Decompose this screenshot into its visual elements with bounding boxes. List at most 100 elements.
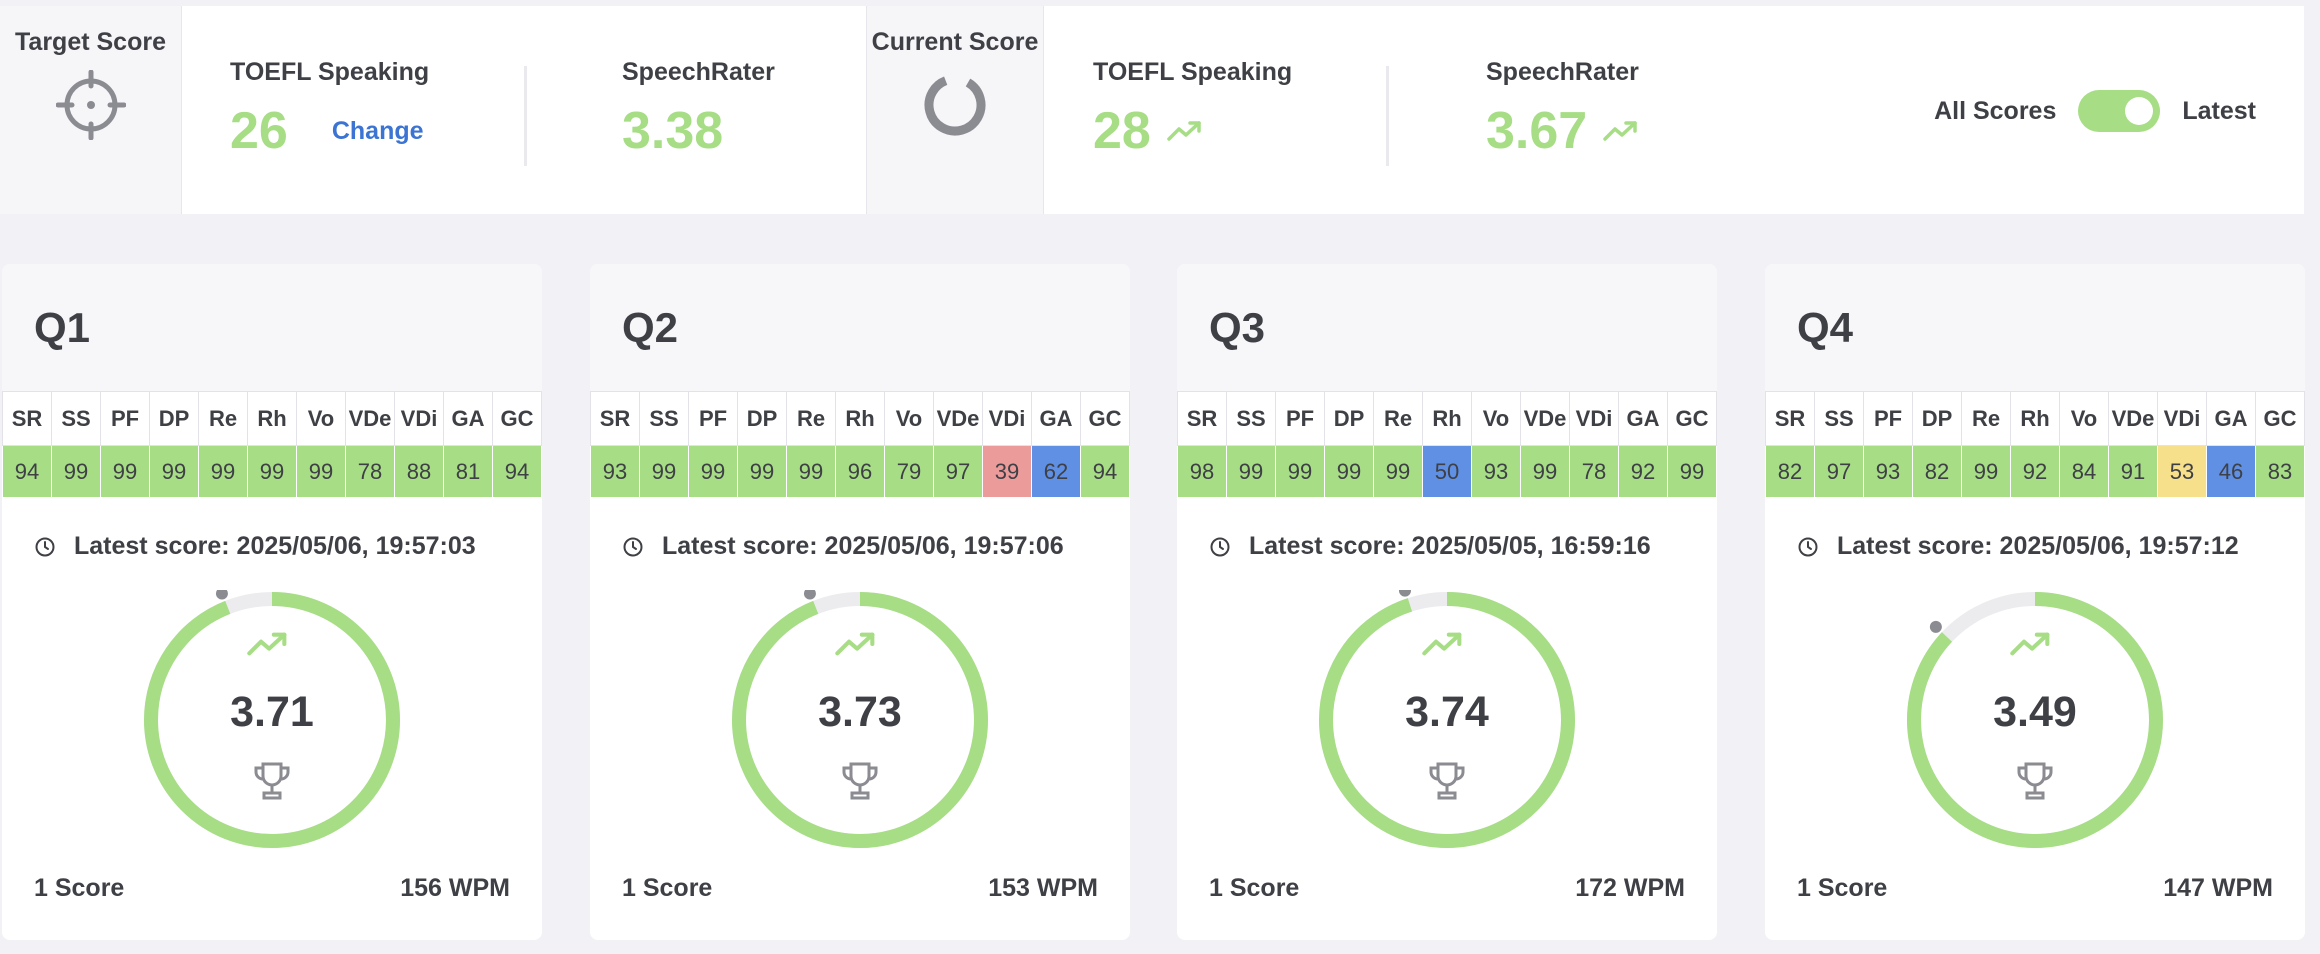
- current-speechrater-value: 3.67: [1486, 102, 1588, 160]
- metric-header: SR: [590, 391, 640, 446]
- metric-header: VDe: [345, 391, 395, 446]
- score-ring: 3.73: [730, 587, 990, 850]
- score-count: 1 Score: [34, 874, 125, 902]
- metric-value: 99: [786, 445, 836, 498]
- current-toefl-label: TOEFL Speaking: [1093, 58, 1293, 86]
- metric-header: SS: [1814, 391, 1864, 446]
- speechrater-score: 3.71: [230, 688, 314, 736]
- metric-value: 93: [1863, 445, 1913, 498]
- latest-score-text: Latest score: 2025/05/06, 19:57:06: [662, 532, 1064, 560]
- question-card: Q1 SR SS PF DP Re Rh Vo VDe VDi GA GC 94 99 99 99 99 99 99…: [2, 264, 542, 940]
- metric-value: 99: [1961, 445, 2011, 498]
- metric-value: 39: [982, 445, 1032, 498]
- metric-header: DP: [737, 391, 787, 446]
- metric-value: 99: [1275, 445, 1325, 498]
- latest-score-text: Latest score: 2025/05/06, 19:57:12: [1837, 532, 2239, 560]
- metric-value: 99: [198, 445, 248, 498]
- question-title: Q2: [590, 264, 1130, 391]
- metric-header: VDe: [933, 391, 983, 446]
- score-ring-progress: [1907, 592, 2163, 848]
- metric-value: 97: [933, 445, 983, 498]
- metric-header: SR: [1765, 391, 1815, 446]
- toggle-knob: [2125, 97, 2154, 125]
- metric-value: 99: [1520, 445, 1570, 498]
- latest-label[interactable]: Latest: [2182, 96, 2256, 125]
- metric-header: SS: [51, 391, 101, 446]
- metric-value: 99: [688, 445, 738, 498]
- trophy-icon: [1429, 762, 1465, 800]
- question-card: Q3 SR SS PF DP Re Rh Vo VDe VDi GA GC 98 99 99 99 99 50 93…: [1177, 264, 1717, 940]
- metric-value: 97: [1814, 445, 1864, 498]
- metric-value: 92: [2010, 445, 2060, 498]
- trending-up-icon: [1422, 632, 1462, 656]
- score-count: 1 Score: [1209, 874, 1300, 902]
- change-target-button[interactable]: Change: [331, 116, 424, 145]
- words-per-minute: 172 WPM: [1575, 874, 1685, 902]
- target-score-label: Target Score: [15, 28, 166, 56]
- metric-header: Rh: [1422, 391, 1472, 446]
- metric-value: 99: [1373, 445, 1423, 498]
- metric-header: Vo: [1471, 391, 1521, 446]
- question-card: Q2 SR SS PF DP Re Rh Vo VDe VDi GA GC 93 99 99 99 99 96 79…: [590, 264, 1130, 940]
- latest-score-text: Latest score: 2025/05/05, 16:59:16: [1249, 532, 1651, 560]
- metric-header: GA: [443, 391, 493, 446]
- metric-value: 46: [2206, 445, 2256, 498]
- current-score-section: Current Score: [866, 6, 1044, 214]
- metric-header: VDe: [1520, 391, 1570, 446]
- divider: [1386, 66, 1389, 166]
- score-ring-marker: [1398, 584, 1411, 597]
- metric-header: SS: [1226, 391, 1276, 446]
- trending-up-icon: [1603, 121, 1637, 141]
- score-ring: 3.49: [1905, 590, 2165, 850]
- metric-header: VDe: [2108, 391, 2158, 446]
- metric-value: 88: [394, 445, 444, 498]
- metric-value: 79: [884, 445, 934, 498]
- metric-header: DP: [149, 391, 199, 446]
- target-toefl-value: 26: [230, 102, 288, 160]
- all-scores-label[interactable]: All Scores: [1934, 96, 2057, 125]
- target-speechrater-metric: SpeechRater 3.38: [622, 58, 775, 161]
- metric-header: Rh: [835, 391, 885, 446]
- metric-value: 93: [590, 445, 640, 498]
- metric-value: 99: [51, 445, 101, 498]
- question-card: Q4 SR SS PF DP Re Rh Vo VDe VDi GA GC 82 97 93 82 99 92 84…: [1765, 264, 2305, 940]
- metric-header: GA: [1618, 391, 1668, 446]
- metric-header: Vo: [2059, 391, 2109, 446]
- target-toefl-label: TOEFL Speaking: [230, 58, 430, 86]
- metric-header: Re: [1373, 391, 1423, 446]
- metric-value: 94: [1080, 445, 1130, 498]
- metric-value: 94: [492, 445, 542, 498]
- score-ring-progress: [732, 592, 988, 848]
- metric-header: Vo: [884, 391, 934, 446]
- metric-header: Vo: [296, 391, 346, 446]
- trending-up-icon: [2010, 632, 2050, 656]
- metric-header: VDi: [394, 391, 444, 446]
- metric-header: Rh: [2010, 391, 2060, 446]
- metric-value: 92: [1618, 445, 1668, 498]
- metric-value: 93: [1471, 445, 1521, 498]
- metric-value: 91: [2108, 445, 2158, 498]
- metric-header: GA: [1031, 391, 1081, 446]
- metric-value: 99: [737, 445, 787, 498]
- metric-value: 78: [1569, 445, 1619, 498]
- question-title: Q4: [1765, 264, 2305, 391]
- words-per-minute: 153 WPM: [988, 874, 1098, 902]
- metric-value: 83: [2255, 445, 2305, 498]
- metric-value: 98: [1177, 445, 1227, 498]
- clock-icon: [623, 537, 643, 556]
- metric-header: PF: [688, 391, 738, 446]
- score-ring-progress: [1319, 592, 1575, 848]
- latest-toggle-switch[interactable]: [2078, 90, 2161, 132]
- divider: [524, 66, 527, 166]
- metric-header: SS: [639, 391, 689, 446]
- score-ring-progress: [144, 592, 400, 848]
- metric-value: 82: [1765, 445, 1815, 498]
- score-ring: 3.71: [142, 587, 402, 850]
- metric-header: VDi: [1569, 391, 1619, 446]
- metric-header: VDi: [2157, 391, 2207, 446]
- latest-score-text: Latest score: 2025/05/06, 19:57:03: [74, 532, 476, 560]
- metric-value: 99: [1324, 445, 1374, 498]
- latest-score-row: Latest score: 2025/05/06, 19:57:03: [34, 532, 476, 561]
- trending-up-icon: [247, 632, 287, 656]
- card-footer: 1 Score 147 WPM: [1797, 874, 2273, 903]
